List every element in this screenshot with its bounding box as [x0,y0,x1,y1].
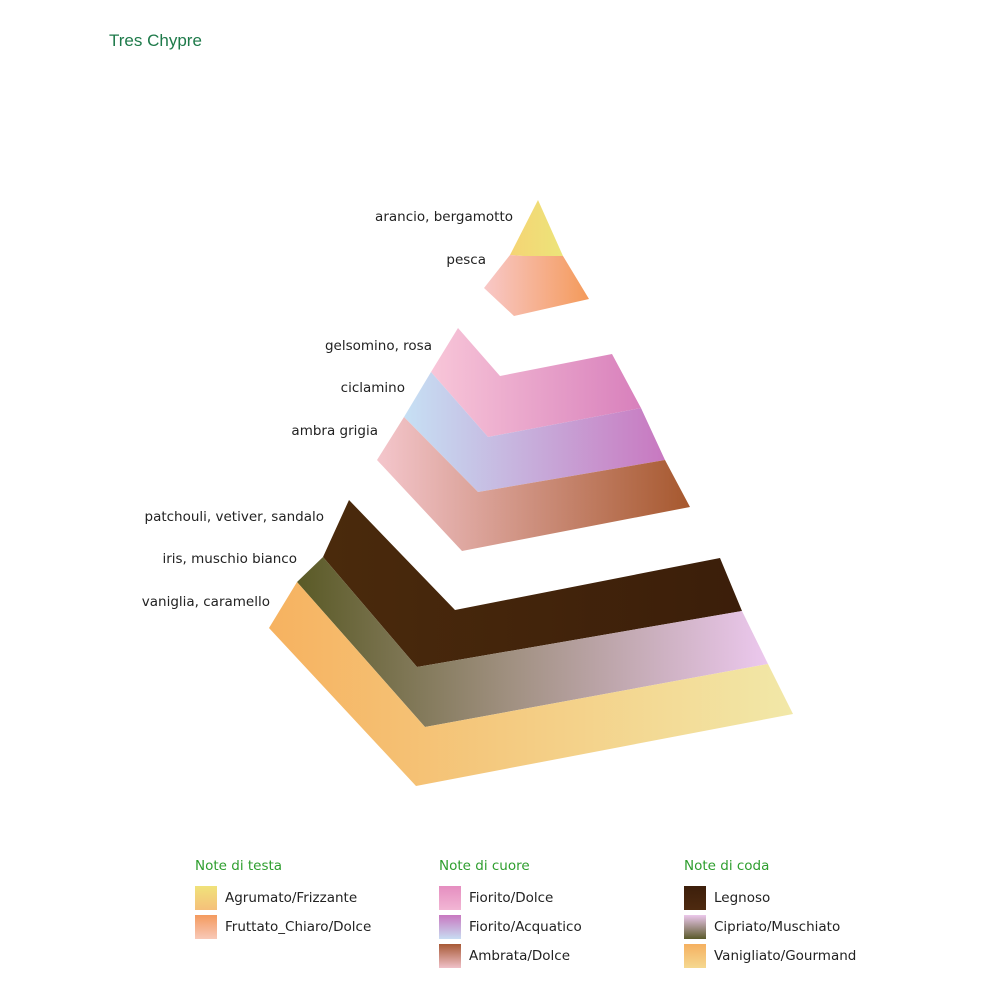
legend-heart-notes: Note di cuore Fiorito/Dolce Fiorito/Acqu… [439,858,582,970]
legend-swatch [439,943,461,968]
note-label: vaniglia, caramello [142,594,270,610]
cipriato-band [297,557,768,727]
legend-swatch [439,885,461,910]
legend-label: Fiorito/Dolce [469,889,554,906]
legend-item: Ambrata/Dolce [439,941,582,970]
agrumato-band [510,200,563,256]
legend-swatch [195,885,217,910]
note-label: arancio, bergamotto [375,209,513,225]
note-label: ciclamino [341,380,405,396]
fruttato-band [484,255,589,316]
legend-heading: Note di testa [195,858,283,874]
note-label: ambra grigia [291,423,378,439]
legend-item: Fiorito/Dolce [439,883,582,912]
legend-label: Ambrata/Dolce [469,947,571,964]
legend-base-notes: Note di coda Legnoso Cipriato/Muschiato … [684,858,856,970]
ambrata-band [377,417,690,551]
legend-item: Fiorito/Acquatico [439,912,582,941]
chart-title: Tres Chypre [109,31,202,50]
legend-swatch [684,943,706,968]
legend-item: Cipriato/Muschiato [684,912,856,941]
fiorito-acquatico-band [404,372,665,492]
legend-heading: Note di cuore [439,858,530,874]
legend-swatch [684,914,706,939]
legend-label: Legnoso [714,889,771,906]
legend-item: Legnoso [684,883,856,912]
note-label: patchouli, vetiver, sandalo [145,509,325,525]
note-label: pesca [446,252,486,268]
note-label: iris, muschio bianco [162,551,297,567]
legnoso-band [323,500,742,667]
legend-item: Fruttato_Chiaro/Dolce [195,912,371,941]
legend-item: Agrumato/Frizzante [195,883,371,912]
legend-label: Vanigliato/Gourmand [714,947,857,964]
legend-label: Cipriato/Muschiato [714,918,841,935]
fiorito-dolce-band [431,328,641,437]
legend-heading: Note di coda [684,858,770,874]
legend-label: Fruttato_Chiaro/Dolce [225,918,372,935]
legend-swatch [684,885,706,910]
vanigliato-band [269,582,793,786]
legend-label: Agrumato/Frizzante [225,889,358,906]
legend-swatch [439,914,461,939]
legend-label: Fiorito/Acquatico [469,918,582,935]
legend-head-notes: Note di testa Agrumato/Frizzante Fruttat… [195,858,371,941]
legend-swatch [195,914,217,939]
note-label: gelsomino, rosa [325,338,432,354]
legend-item: Vanigliato/Gourmand [684,941,856,970]
